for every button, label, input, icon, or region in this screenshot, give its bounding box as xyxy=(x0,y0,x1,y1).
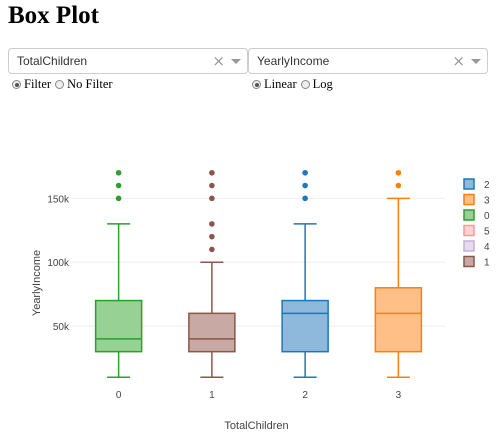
scale-radio-group: Linear Log xyxy=(252,77,337,92)
outlier-point xyxy=(209,195,215,202)
legend-swatch xyxy=(463,193,475,206)
legend-label: 2 xyxy=(484,180,490,191)
log-radio-label: Log xyxy=(312,77,333,91)
legend-label: 5 xyxy=(484,227,490,238)
legend-label: 1 xyxy=(484,258,490,269)
log-radio-dot[interactable] xyxy=(300,80,310,89)
x-tick-label: 0 xyxy=(116,390,122,401)
outlier-point xyxy=(395,182,402,189)
no-filter-radio[interactable]: No Filter xyxy=(55,77,113,92)
y-axis-title: YearlyIncome xyxy=(31,250,43,316)
filter-radio[interactable]: Filter xyxy=(12,77,51,92)
legend-swatch xyxy=(463,255,475,268)
y-axis-dropdown[interactable]: YearlyIncome × xyxy=(248,48,488,74)
page-title: Box Plot xyxy=(8,2,99,29)
y-tick-label: 150k xyxy=(47,194,70,205)
outlier-point xyxy=(209,169,215,176)
filter-radio-label: Filter xyxy=(24,77,52,91)
box-body xyxy=(94,299,143,353)
y-axis-chevron-down-icon[interactable] xyxy=(471,59,481,64)
legend-swatch xyxy=(463,240,475,252)
filter-radio-group: Filter No Filter xyxy=(12,77,117,92)
outlier-point xyxy=(115,182,122,189)
outlier-point xyxy=(395,169,402,176)
outlier-point xyxy=(209,246,215,253)
x-axis-dropdown-value: TotalChildren xyxy=(17,54,88,68)
outlier-point xyxy=(302,182,308,189)
x-axis-clear-icon[interactable]: × xyxy=(212,52,225,70)
x-axis-chevron-down-icon[interactable] xyxy=(231,59,241,64)
linear-radio-dot[interactable] xyxy=(252,80,261,89)
legend-label: 4 xyxy=(484,242,490,253)
box-body xyxy=(188,312,236,353)
x-tick-label: 2 xyxy=(302,390,308,401)
outlier-point xyxy=(209,233,215,240)
box-body xyxy=(374,287,423,353)
filter-radio-dot[interactable] xyxy=(12,80,21,89)
y-tick-label: 100k xyxy=(47,258,70,269)
legend-swatch xyxy=(463,224,475,237)
box-0 xyxy=(94,169,143,378)
linear-radio-label: Linear xyxy=(264,77,297,91)
x-tick-label: 1 xyxy=(209,390,215,401)
y-axis-dropdown-value: YearlyIncome xyxy=(257,54,330,68)
no-filter-radio-dot[interactable] xyxy=(55,80,65,89)
x-tick-label: 3 xyxy=(396,390,402,401)
x-axis-title: TotalChildren xyxy=(224,420,288,432)
outlier-point xyxy=(209,182,215,189)
outlier-point xyxy=(115,169,122,176)
box-3 xyxy=(374,169,423,378)
outlier-point xyxy=(209,221,215,227)
y-axis-clear-icon[interactable]: × xyxy=(452,52,465,70)
legend-swatch xyxy=(463,209,475,221)
box-body xyxy=(281,299,329,353)
box-2 xyxy=(281,169,329,378)
box-1 xyxy=(188,169,236,378)
linear-radio[interactable]: Linear xyxy=(252,77,297,92)
no-filter-radio-label: No Filter xyxy=(67,77,113,91)
outlier-point xyxy=(115,195,122,202)
legend-swatch xyxy=(463,178,475,190)
legend-label: 0 xyxy=(484,211,490,222)
y-tick-label: 50k xyxy=(53,322,70,333)
legend-label: 3 xyxy=(484,196,490,207)
log-radio[interactable]: Log xyxy=(300,77,333,92)
x-axis-dropdown[interactable]: TotalChildren × xyxy=(8,48,248,74)
outlier-point xyxy=(302,169,308,176)
outlier-point xyxy=(302,195,308,202)
